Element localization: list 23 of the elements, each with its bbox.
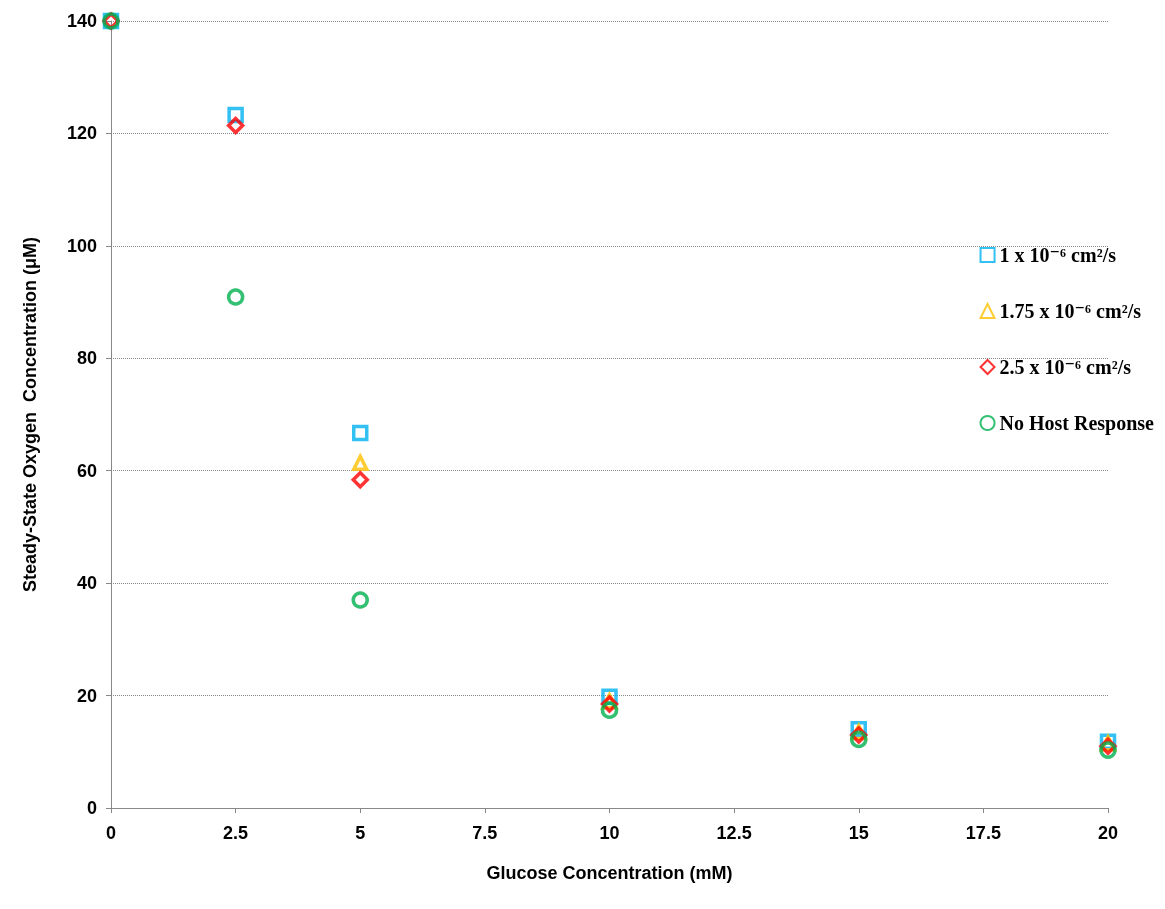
y-tick-label: 80 (76, 348, 97, 369)
y-tick-label: 40 (76, 573, 97, 594)
x-tick-label: 17.5 (965, 823, 1001, 843)
x-tick-label: 2.5 (223, 823, 249, 843)
x-tick-label: 7.5 (472, 823, 498, 843)
x-tick-label: 5 (355, 823, 366, 843)
y-tick-label: 60 (76, 460, 97, 481)
y-tick-label: 0 (86, 798, 97, 818)
y-tick-label: 120 (66, 123, 97, 144)
x-tick-label: 0 (105, 823, 117, 843)
x-tick-label: 15 (848, 823, 869, 843)
y-tick-label: 140 (66, 11, 97, 31)
legend-label: 2.5 x 10⁻⁶ cm²/s (999, 356, 1132, 378)
legend-label: No Host Response (999, 412, 1155, 435)
y-tick-label: 100 (66, 235, 97, 256)
x-axis-title: Glucose Concentration (mM) (486, 863, 733, 883)
x-tick-label: 12.5 (716, 823, 752, 843)
x-tick-label: 10 (599, 823, 620, 843)
y-axis-title: Steady-State Oxygen Concentration (μM) (20, 236, 40, 593)
legend-label: 1 x 10⁻⁶ cm²/s (999, 244, 1117, 266)
y-tick-label: 20 (76, 685, 97, 706)
x-tick-label: 20 (1097, 823, 1119, 843)
legend-label: 1.75 x 10⁻⁶ cm²/s (999, 300, 1142, 322)
